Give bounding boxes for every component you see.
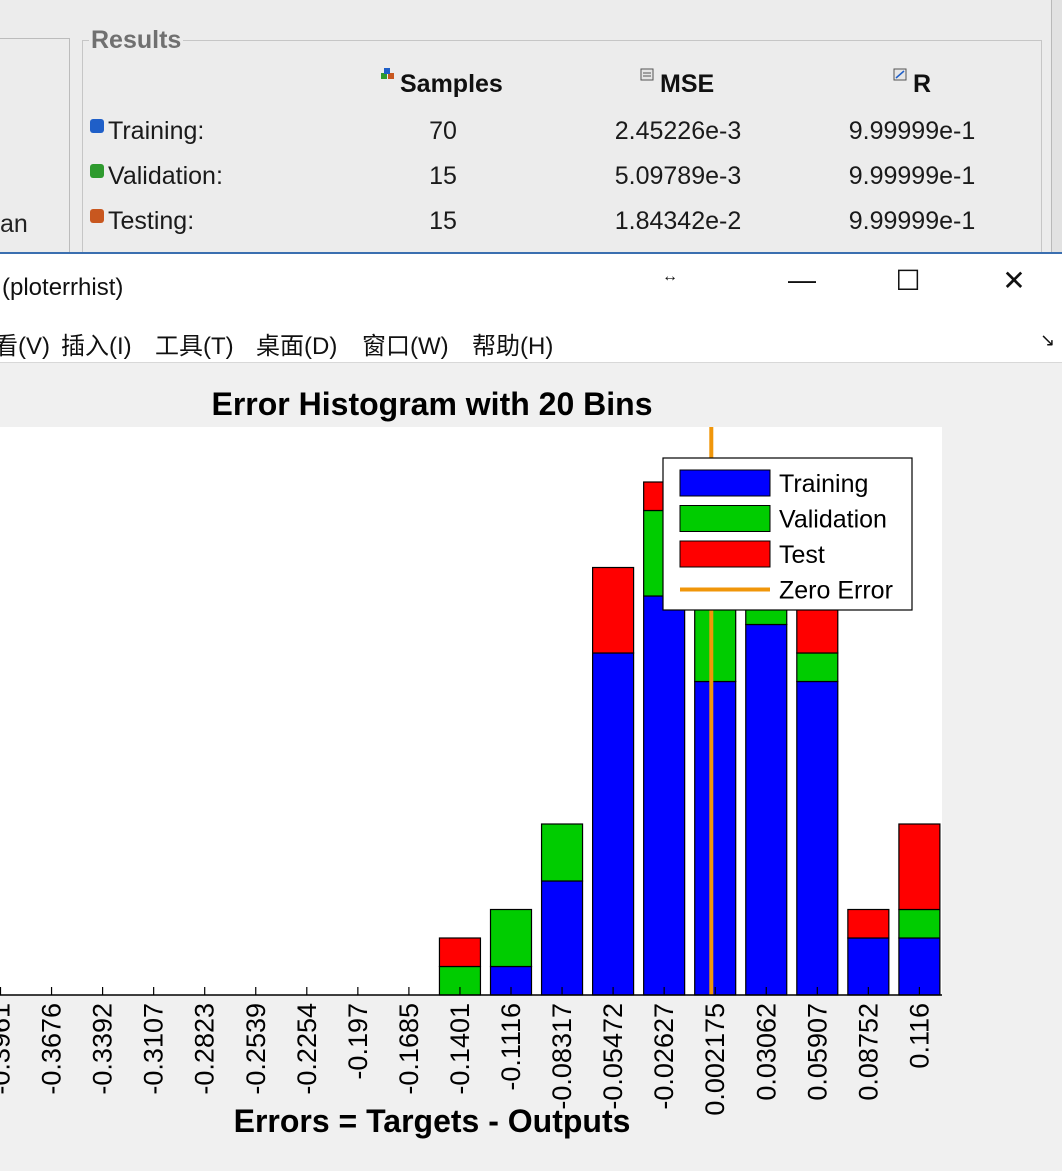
validation-row-label: Validation:	[90, 162, 223, 191]
x-tick-label-8: -0.1685	[394, 1003, 424, 1095]
training-mse: 2.45226e-3	[614, 117, 742, 145]
samples-icon	[380, 68, 396, 85]
x-tick-label-12: -0.05472	[598, 1003, 628, 1110]
mse-header: MSE	[640, 68, 715, 99]
bar-test-17	[847, 908, 890, 939]
legend-label-zero-error: Zero Error	[779, 577, 893, 605]
bar-training-11	[540, 880, 584, 996]
x-tick-label-3: -0.3107	[139, 1003, 169, 1095]
mse-icon	[640, 68, 656, 85]
bar-test-18	[898, 823, 941, 911]
bar-training-14	[694, 680, 737, 996]
testing-mse: 1.84342e-2	[614, 207, 742, 235]
bar-validation-11	[540, 823, 584, 882]
maximize-button[interactable]: ☐	[895, 265, 921, 296]
legend-swatch-training	[679, 469, 771, 497]
x-tick-label-14: 0.002175	[700, 1003, 730, 1116]
training-samples: 70	[429, 117, 457, 145]
validation-mse: 5.09789e-3	[614, 162, 742, 190]
window-title: (ploterrhist)	[2, 274, 124, 301]
error-histogram-chart: Error Histogram with 20 Bins -0.3961 -0.3…	[0, 386, 942, 1139]
menubar: 看(V) 插入(I) 工具(T) 桌面(D) 窗口(W) 帮助(H) ↘	[0, 316, 1062, 363]
training-cube-icon	[90, 118, 104, 133]
bar-training-12	[591, 652, 635, 996]
bar-test-9	[438, 937, 482, 968]
x-tick-label-6: -0.2254	[292, 1003, 322, 1095]
bar-training-15	[745, 623, 788, 996]
testing-r: 9.99999e-1	[848, 207, 976, 235]
bar-training-17	[847, 937, 890, 996]
x-tick-label-9: -0.1401	[445, 1003, 475, 1095]
legend-label-validation: Validation	[779, 506, 887, 534]
menu-desktop[interactable]: 桌面(D)	[256, 333, 338, 360]
bar-training-16	[796, 680, 839, 996]
legend-swatch-validation	[679, 505, 771, 532]
x-tick-label-18: 0.116	[904, 1003, 934, 1069]
x-tick-label-2: -0.3392	[88, 1003, 118, 1095]
results-panel: an Results Samples MSE R Training: 70 2.…	[0, 0, 1062, 252]
window-titlebar[interactable]: (ploterrhist) ↔ — ☐ ✕	[0, 254, 1062, 316]
menu-view[interactable]: 看(V)	[0, 333, 50, 360]
x-tick-label-1: -0.3676	[37, 1003, 67, 1095]
samples-header-label: Samples	[400, 70, 503, 98]
r-header-label: R	[913, 70, 932, 98]
figure-window: (ploterrhist) ↔ — ☐ ✕ 看(V) 插入(I) 工具(T) 桌…	[0, 252, 1062, 1171]
x-tick-label-16: 0.05907	[802, 1003, 832, 1101]
legend-label-test: Test	[779, 541, 825, 569]
validation-samples: 15	[429, 162, 457, 190]
minimize-button[interactable]: —	[788, 264, 816, 295]
bar-validation-10	[489, 908, 533, 968]
testing-label: Testing:	[108, 207, 195, 235]
right-scroll-edge[interactable]	[1051, 0, 1062, 252]
bar-validation-18	[898, 908, 941, 939]
x-tick-label-15: 0.03062	[751, 1003, 781, 1101]
x-tick-label-10: -0.1116	[496, 1003, 526, 1091]
menu-window[interactable]: 窗口(W)	[362, 333, 449, 360]
validation-label: Validation:	[108, 162, 223, 190]
testing-samples: 15	[429, 207, 457, 235]
regression-icon	[893, 68, 909, 85]
legend-label-training: Training	[779, 470, 868, 498]
training-row-label: Training:	[90, 117, 204, 146]
bar-test-12	[591, 566, 635, 654]
x-axis-label: Errors = Targets - Outputs	[234, 1103, 631, 1139]
x-tick-label-11: -0.08317	[547, 1003, 577, 1110]
x-tick-label-7: -0.197	[343, 1003, 373, 1080]
resize-arrows-icon[interactable]: ↔	[662, 268, 678, 285]
menu-insert[interactable]: 插入(I)	[61, 333, 132, 360]
bar-validation-16	[796, 652, 839, 683]
chart-title: Error Histogram with 20 Bins	[212, 386, 653, 422]
mse-header-label: MSE	[660, 70, 715, 98]
r-header: R	[893, 68, 932, 99]
menu-tools[interactable]: 工具(T)	[155, 333, 234, 360]
samples-header: Samples	[380, 68, 503, 99]
bar-training-13	[643, 595, 686, 996]
left-partial-label: an	[0, 210, 28, 238]
training-label: Training:	[108, 117, 205, 145]
results-frame	[82, 40, 1042, 252]
bar-training-18	[898, 937, 941, 996]
left-panel-frame	[0, 38, 70, 252]
x-tick-label-4: -0.2823	[190, 1003, 220, 1095]
results-title: Results	[89, 26, 184, 55]
legend-swatch-test	[679, 540, 771, 568]
testing-cube-icon	[90, 208, 104, 223]
testing-row-label: Testing:	[90, 207, 194, 236]
menu-help[interactable]: 帮助(H)	[472, 333, 554, 360]
x-tick-label-13: -0.02627	[649, 1003, 679, 1110]
x-tick-label-0: -0.3961	[0, 1003, 16, 1095]
x-tick-label-5: -0.2539	[241, 1003, 271, 1095]
dock-arrow-icon[interactable]: ↘	[1040, 330, 1056, 350]
x-tick-label-17: 0.08752	[853, 1003, 883, 1101]
validation-cube-icon	[90, 163, 104, 178]
close-button[interactable]: ✕	[1002, 265, 1026, 296]
validation-r: 9.99999e-1	[848, 162, 976, 190]
training-r: 9.99999e-1	[848, 117, 976, 145]
